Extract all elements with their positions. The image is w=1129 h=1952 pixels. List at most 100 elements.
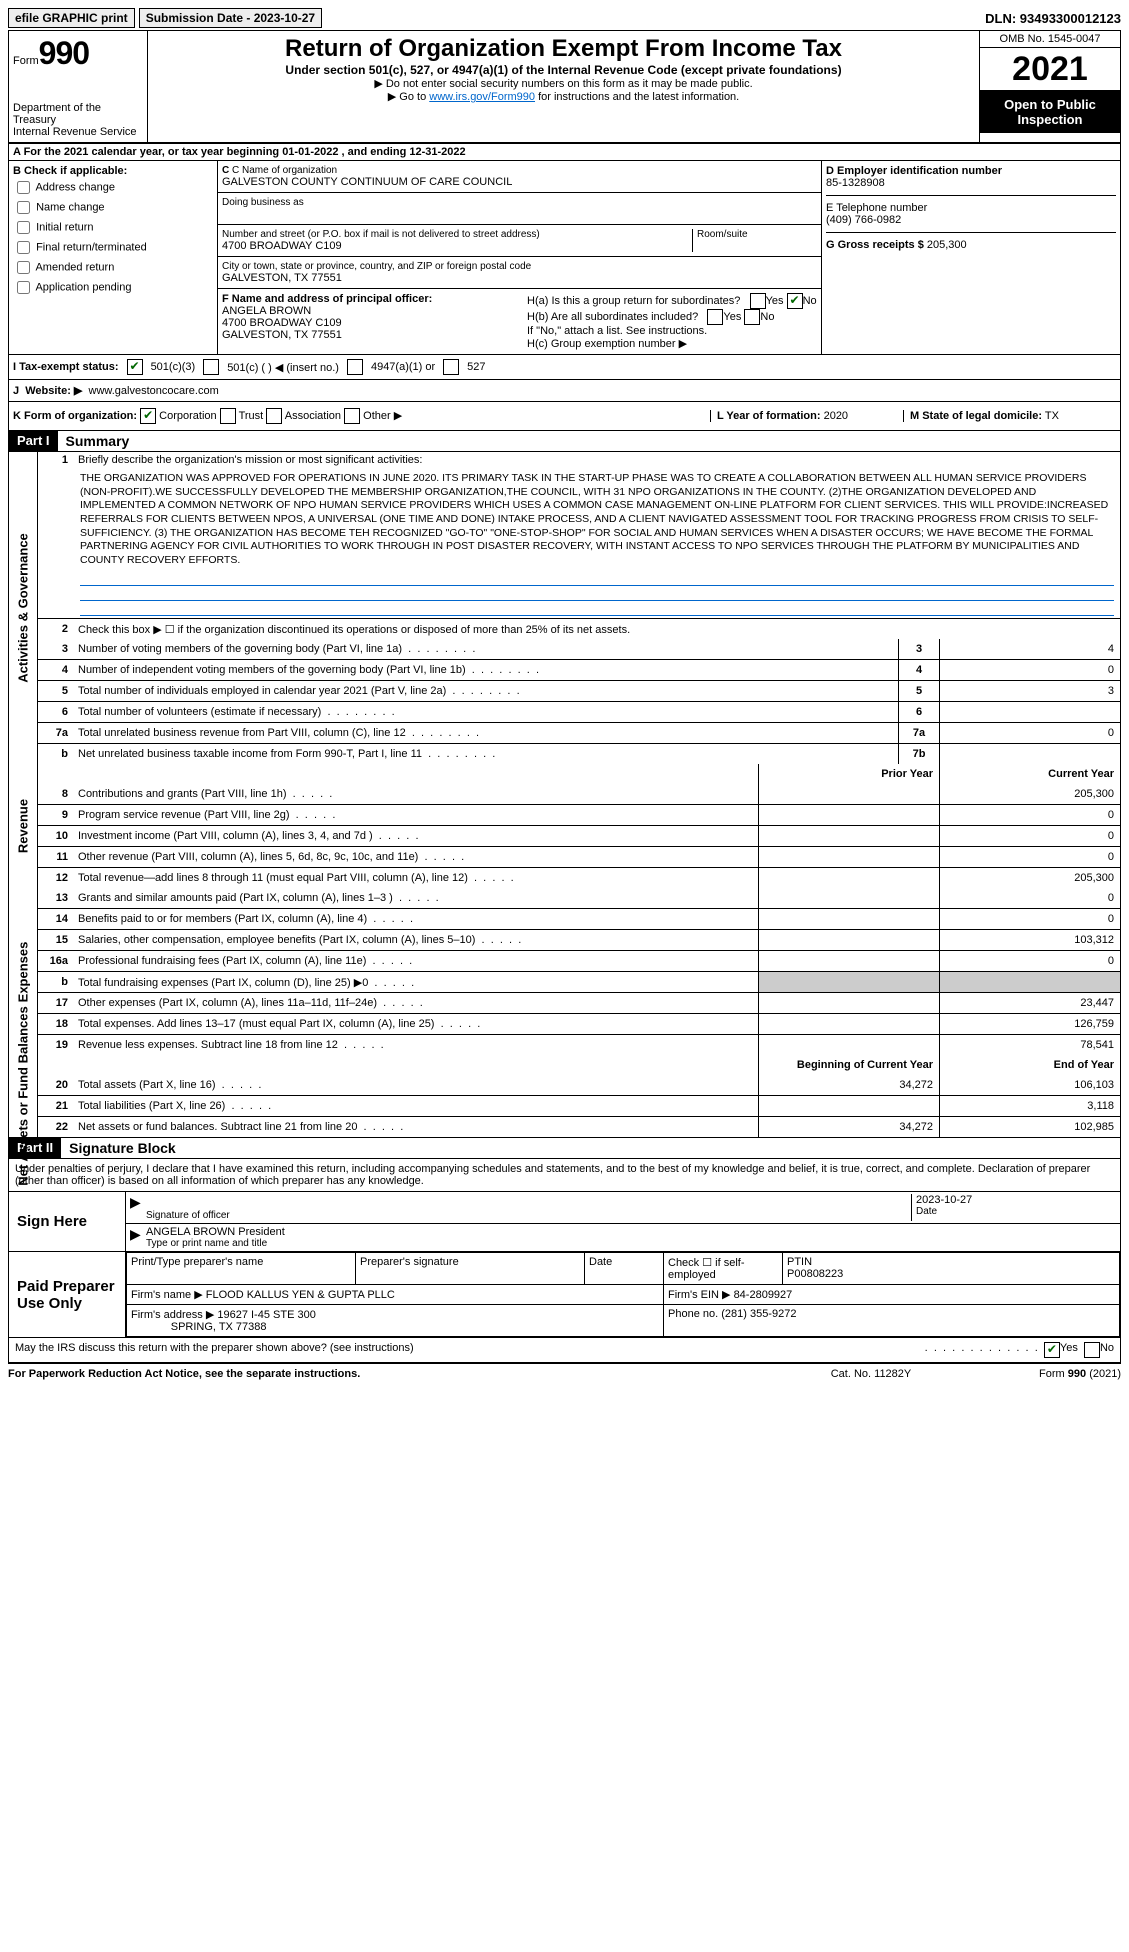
- col-beginning: Beginning of Current Year: [758, 1055, 939, 1075]
- sig-officer-label: Signature of officer: [146, 1210, 911, 1221]
- firm-ein: 84-2809927: [734, 1289, 793, 1301]
- 501c3-check[interactable]: [127, 359, 143, 375]
- tax-year: 2021: [980, 48, 1120, 91]
- firm-addr1: 19627 I-45 STE 300: [217, 1309, 315, 1321]
- line-17: Other expenses (Part IX, column (A), lin…: [74, 995, 758, 1011]
- form-title: Return of Organization Exempt From Incom…: [156, 35, 971, 63]
- assoc-check[interactable]: [266, 408, 282, 424]
- col-end: End of Year: [939, 1055, 1120, 1075]
- ha-label: H(a) Is this a group return for subordin…: [527, 293, 817, 309]
- telephone: (409) 766-0982: [826, 214, 1116, 226]
- d-label: D Employer identification number: [826, 165, 1116, 177]
- gross-receipts: 205,300: [927, 239, 967, 251]
- line-15: Salaries, other compensation, employee b…: [74, 932, 758, 948]
- line-3: Number of voting members of the governin…: [74, 641, 898, 657]
- line-19: Revenue less expenses. Subtract line 18 …: [74, 1037, 758, 1053]
- form-subtitle: Under section 501(c), 527, or 4947(a)(1)…: [156, 63, 971, 77]
- ssn-note: ▶ Do not enter social security numbers o…: [156, 77, 971, 90]
- col-prior: Prior Year: [758, 764, 939, 784]
- officer-addr1: 4700 BROADWAY C109: [222, 317, 519, 329]
- corp-check[interactable]: [140, 408, 156, 424]
- year-formation: 2020: [824, 410, 848, 422]
- check-app-pending[interactable]: Application pending: [13, 278, 213, 297]
- b-label: B Check if applicable:: [13, 165, 213, 177]
- paid-preparer-label: Paid Preparer Use Only: [9, 1252, 126, 1337]
- preparer-table: Print/Type preparer's name Preparer's si…: [126, 1252, 1120, 1337]
- submission-date: Submission Date - 2023-10-27: [139, 8, 322, 28]
- city-state-zip: GALVESTON, TX 77551: [222, 272, 817, 284]
- ptin: P00808223: [787, 1268, 843, 1280]
- line-13: Grants and similar amounts paid (Part IX…: [74, 890, 758, 906]
- line-6: Total number of volunteers (estimate if …: [74, 704, 898, 720]
- form-number: 990: [39, 35, 89, 71]
- trust-check[interactable]: [220, 408, 236, 424]
- top-bar: efile GRAPHIC print Submission Date - 20…: [8, 8, 1121, 28]
- vtab-revenue: Revenue: [9, 764, 38, 888]
- discuss-no[interactable]: [1084, 1342, 1100, 1358]
- omb-number: OMB No. 1545-0047: [980, 31, 1120, 48]
- hb-no[interactable]: [744, 309, 760, 325]
- tax-exempt-status: I Tax-exempt status: 501(c)(3) 501(c) ( …: [8, 355, 1121, 380]
- state-domicile: TX: [1045, 410, 1059, 422]
- ein: 85-1328908: [826, 177, 1116, 189]
- line-9: Program service revenue (Part VIII, line…: [74, 807, 758, 823]
- line-18: Total expenses. Add lines 13–17 (must eq…: [74, 1016, 758, 1032]
- line2: Check this box ▶ ☐ if the organization d…: [74, 621, 1120, 638]
- city-label: City or town, state or province, country…: [222, 261, 817, 272]
- line-11: Other revenue (Part VIII, column (A), li…: [74, 849, 758, 865]
- hb-yes[interactable]: [707, 309, 723, 325]
- irs-link[interactable]: www.irs.gov/Form990: [429, 91, 535, 103]
- vtab-governance: Activities & Governance: [9, 452, 38, 764]
- check-name-change[interactable]: Name change: [13, 198, 213, 217]
- officer-print-name: ANGELA BROWN President: [146, 1226, 1116, 1238]
- website-url: www.galvestoncocare.com: [89, 385, 219, 397]
- line-5: Total number of individuals employed in …: [74, 683, 898, 699]
- efile-button[interactable]: efile GRAPHIC print: [8, 8, 135, 28]
- check-final-return[interactable]: Final return/terminated: [13, 238, 213, 257]
- vtab-netassets: Net Assets or Fund Balances: [9, 1055, 38, 1137]
- check-initial-return[interactable]: Initial return: [13, 218, 213, 237]
- discuss-row: May the IRS discuss this return with the…: [9, 1338, 1120, 1362]
- hc-label: H(c) Group exemption number ▶: [527, 337, 817, 350]
- website-row: J Website: ▶ www.galvestoncocare.com: [8, 380, 1121, 402]
- form-of-org-row: K Form of organization: Corporation Trus…: [8, 402, 1121, 431]
- officer-type-label: Type or print name and title: [146, 1238, 1116, 1249]
- discuss-yes[interactable]: [1044, 1342, 1060, 1358]
- line-21: Total liabilities (Part X, line 26) . . …: [74, 1098, 758, 1114]
- addr-label: Number and street (or P.O. box if mail i…: [222, 229, 692, 240]
- open-to-public: Open to Public Inspection: [980, 91, 1120, 133]
- room-label: Room/suite: [697, 229, 817, 240]
- line1-label: Briefly describe the organization's miss…: [74, 452, 1120, 468]
- other-check[interactable]: [344, 408, 360, 424]
- hb-label: H(b) Are all subordinates included? Yes …: [527, 309, 817, 325]
- firm-name: FLOOD KALLUS YEN & GUPTA PLLC: [206, 1289, 395, 1301]
- ha-yes[interactable]: [750, 293, 766, 309]
- identity-block: B Check if applicable: Address change Na…: [8, 161, 1121, 355]
- mission-text: THE ORGANIZATION WAS APPROVED FOR OPERAT…: [74, 468, 1120, 571]
- 4947-check[interactable]: [347, 359, 363, 375]
- line-12: Total revenue—add lines 8 through 11 (mu…: [74, 870, 758, 886]
- firm-phone: (281) 355-9272: [721, 1308, 796, 1320]
- line-20: Total assets (Part X, line 16) . . . . .: [74, 1077, 758, 1093]
- line-4: Number of independent voting members of …: [74, 662, 898, 678]
- sig-date: 2023-10-27: [916, 1194, 1116, 1206]
- sign-here-label: Sign Here: [9, 1192, 126, 1251]
- line-b: Total fundraising expenses (Part IX, col…: [74, 974, 758, 991]
- dln: DLN: 93493300012123: [985, 11, 1121, 26]
- hb-note: If "No," attach a list. See instructions…: [527, 325, 817, 337]
- check-amended[interactable]: Amended return: [13, 258, 213, 277]
- check-address-change[interactable]: Address change: [13, 178, 213, 197]
- perjury-statement: Under penalties of perjury, I declare th…: [9, 1159, 1120, 1192]
- sig-arrow-icon: [130, 1194, 146, 1221]
- 501c-check[interactable]: [203, 359, 219, 375]
- form-label: Form: [13, 55, 39, 67]
- line-b: Net unrelated business taxable income fr…: [74, 746, 898, 762]
- 527-check[interactable]: [443, 359, 459, 375]
- officer-name: ANGELA BROWN: [222, 305, 519, 317]
- part2-header: Part II Signature Block: [8, 1138, 1121, 1159]
- line-22: Net assets or fund balances. Subtract li…: [74, 1119, 758, 1135]
- ha-no[interactable]: [787, 293, 803, 309]
- part1-header: Part I Summary: [8, 431, 1121, 452]
- col-current: Current Year: [939, 764, 1120, 784]
- org-name: GALVESTON COUNTY CONTINUUM OF CARE COUNC…: [222, 176, 817, 188]
